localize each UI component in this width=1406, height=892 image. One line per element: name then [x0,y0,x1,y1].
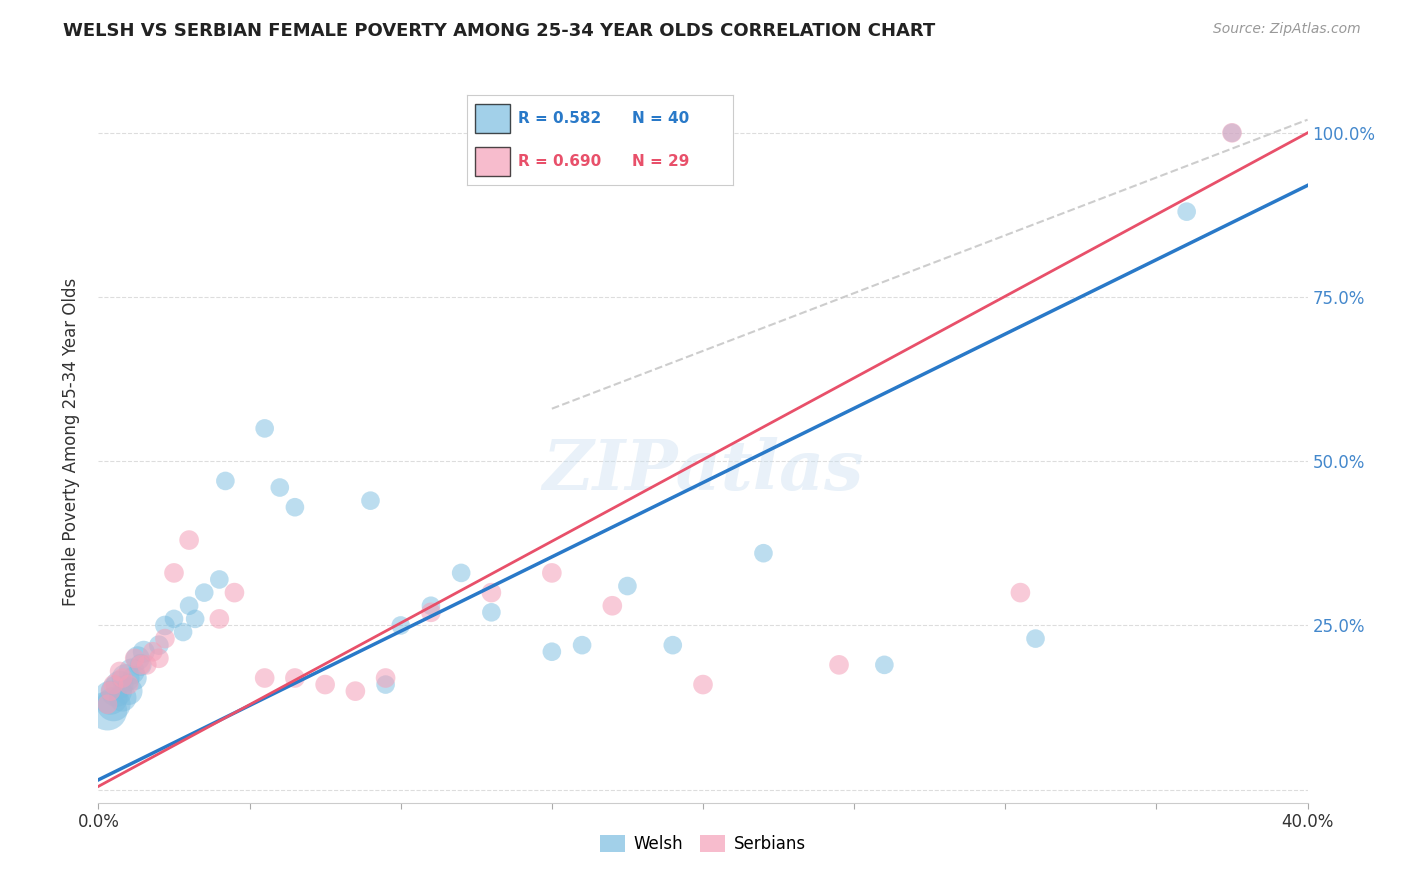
Point [100,684,122,698]
Point [873,657,896,672]
Point [153,618,176,632]
Text: Source: ZipAtlas.com: Source: ZipAtlas.com [1213,22,1361,37]
Point [828,657,851,672]
Point [616,579,638,593]
Point [114,671,136,685]
Point [172,625,194,640]
Point [100,690,122,705]
Point [389,618,412,632]
Point [450,566,472,580]
Point [253,671,276,685]
Point [420,599,443,613]
Point [108,677,131,691]
Point [253,421,276,435]
Point [284,500,307,515]
Point [103,698,125,712]
Point [1220,126,1243,140]
Point [184,612,207,626]
Point [118,677,141,691]
Point [111,690,134,705]
Point [1175,204,1198,219]
Point [118,684,141,698]
Point [124,651,146,665]
Point [105,684,128,698]
Point [284,671,307,685]
Point [420,605,443,619]
Point [208,573,231,587]
Point [374,677,396,691]
Point [124,671,146,685]
Point [661,638,683,652]
Point [481,605,503,619]
Point [129,657,152,672]
Point [153,632,176,646]
Point [540,566,562,580]
Point [148,651,170,665]
Y-axis label: Female Poverty Among 25-34 Year Olds: Female Poverty Among 25-34 Year Olds [62,277,80,606]
Point [103,677,125,691]
Point [360,493,382,508]
Point [111,671,134,685]
Point [374,671,396,685]
Point [602,599,624,613]
Point [96,704,118,718]
Point [214,474,236,488]
Point [1024,632,1046,646]
Point [1220,126,1243,140]
Point [540,645,562,659]
Point [127,651,149,665]
Point [752,546,775,560]
Point [129,657,152,672]
Point [481,585,503,599]
Point [269,481,291,495]
Point [224,585,246,599]
Point [314,677,336,691]
Point [571,638,593,652]
Point [163,566,186,580]
Point [179,599,201,613]
Point [148,638,170,652]
Legend: Welsh, Serbians: Welsh, Serbians [593,828,813,860]
Point [692,677,714,691]
Point [179,533,201,547]
Point [1010,585,1032,599]
Point [121,665,143,679]
Point [193,585,215,599]
Point [208,612,231,626]
Point [135,657,157,672]
Point [108,665,131,679]
Text: WELSH VS SERBIAN FEMALE POVERTY AMONG 25-34 YEAR OLDS CORRELATION CHART: WELSH VS SERBIAN FEMALE POVERTY AMONG 25… [63,22,935,40]
Point [132,645,155,659]
Point [344,684,367,698]
Text: ZIPatlas: ZIPatlas [543,437,863,504]
Point [163,612,186,626]
Point [142,645,165,659]
Point [96,698,118,712]
